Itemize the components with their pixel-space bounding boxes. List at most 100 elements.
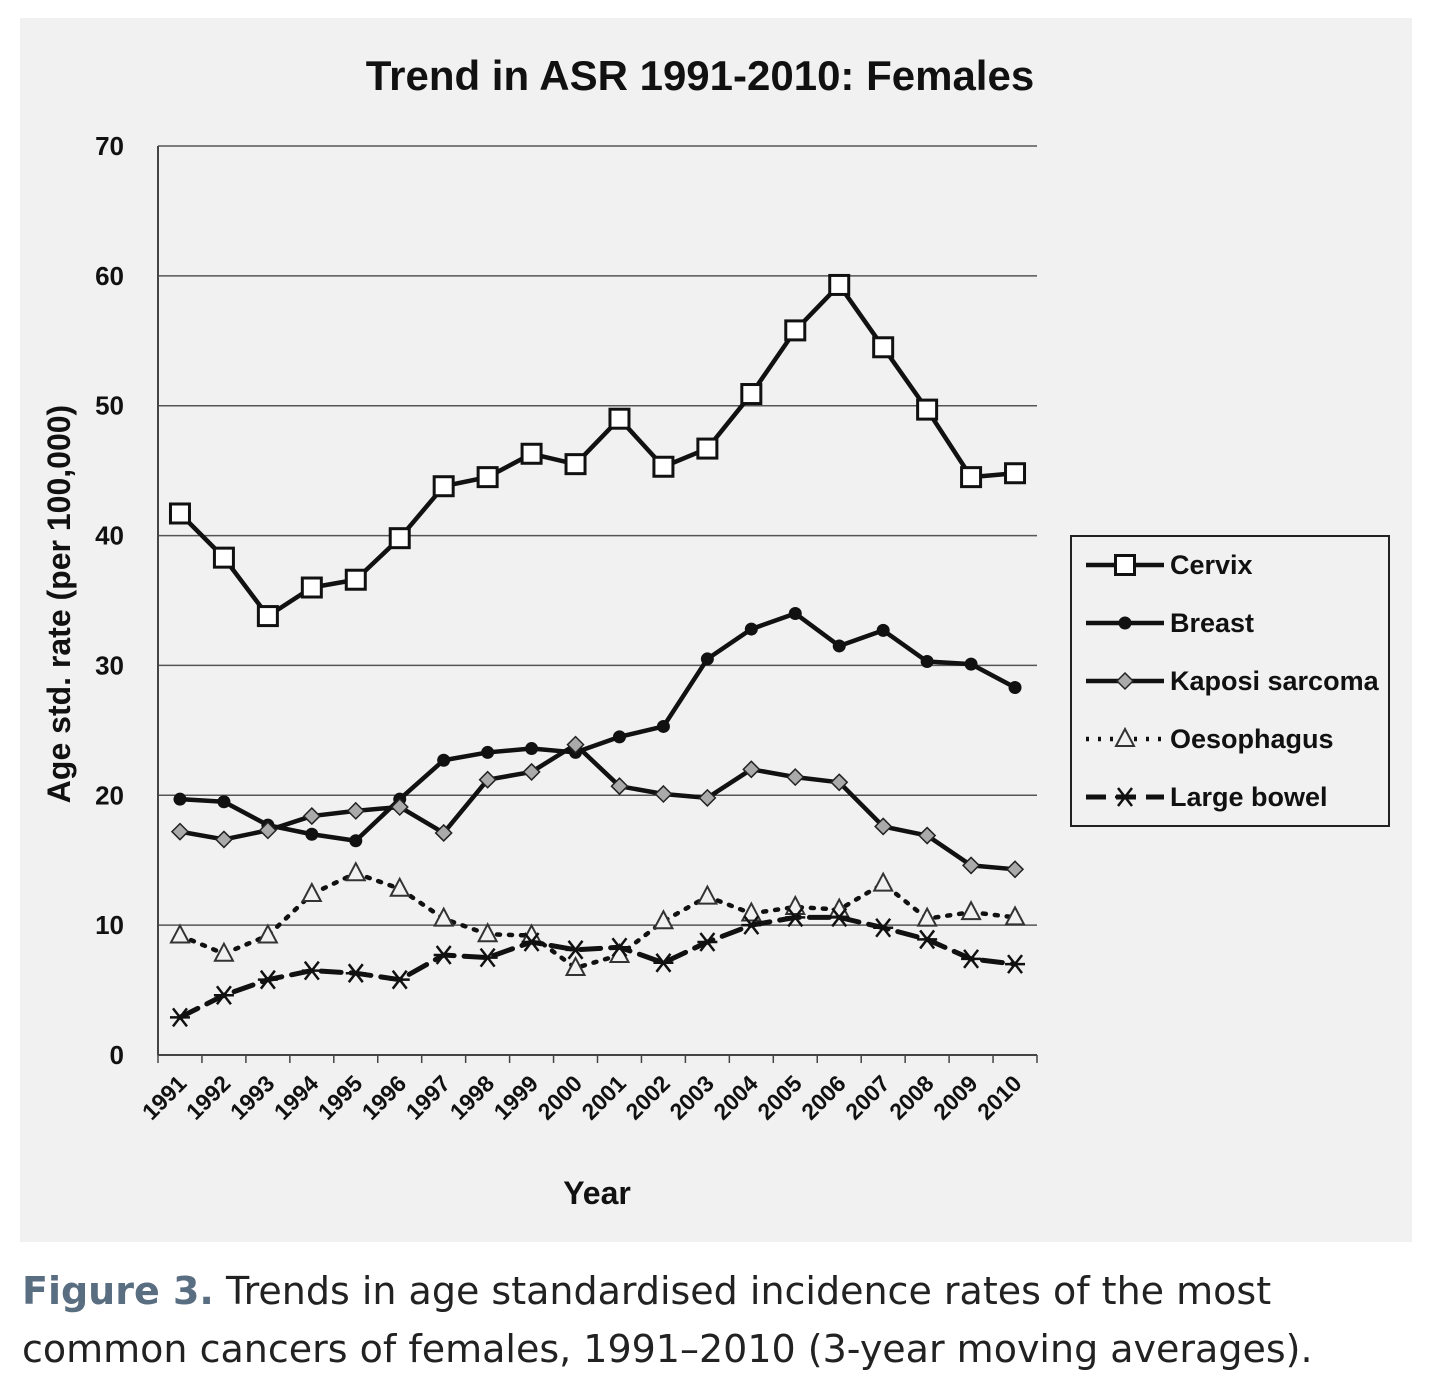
legend-label: Cervix — [1170, 550, 1253, 580]
data-point — [256, 605, 279, 628]
series-large-bowel — [169, 907, 1026, 1028]
data-point — [564, 453, 587, 476]
data-point — [302, 807, 321, 826]
data-point — [346, 801, 365, 820]
data-point — [566, 735, 585, 754]
x-tick-label: 1992 — [181, 1070, 236, 1125]
data-point — [520, 442, 543, 465]
x-tick-label: 2004 — [708, 1070, 763, 1125]
x-tick-label: 1998 — [445, 1070, 500, 1125]
data-point — [1004, 462, 1027, 485]
data-point — [742, 760, 761, 779]
data-point — [653, 953, 674, 973]
x-tick-label: 1993 — [225, 1070, 280, 1125]
data-point — [173, 792, 187, 806]
legend-label: Breast — [1170, 608, 1254, 638]
data-point — [784, 319, 807, 342]
data-point — [349, 834, 363, 848]
data-point — [433, 906, 455, 927]
y-tick-label: 50 — [95, 391, 124, 421]
data-point — [788, 606, 802, 620]
y-tick-label: 20 — [95, 780, 124, 810]
data-point — [741, 915, 762, 935]
data-point — [300, 576, 323, 599]
data-point — [565, 940, 586, 960]
data-point — [1005, 860, 1025, 879]
series-lines — [168, 273, 1027, 1028]
data-point — [213, 941, 235, 962]
data-point — [525, 742, 539, 756]
legend-item: Large bowel — [1086, 782, 1328, 812]
data-point — [1008, 681, 1022, 695]
x-tick-label: 2009 — [928, 1070, 983, 1125]
x-tick-label: 2002 — [620, 1070, 675, 1125]
data-point — [872, 336, 895, 359]
caption-text-1: Trends in age standardised incidence rat… — [213, 1269, 1272, 1313]
data-point — [654, 784, 673, 804]
y-tick-label: 60 — [95, 261, 124, 291]
data-point — [169, 923, 191, 944]
caption-line-1: Figure 3. Trends in age standardised inc… — [22, 1262, 1422, 1320]
series-line — [177, 742, 1018, 872]
data-point — [700, 652, 714, 666]
series-line — [177, 611, 1018, 843]
data-point — [832, 639, 846, 653]
data-point — [740, 901, 762, 922]
data-point — [696, 437, 719, 460]
data-point — [305, 827, 319, 841]
x-tick-label: 2007 — [840, 1070, 895, 1125]
data-point — [478, 770, 497, 789]
data-point — [433, 945, 454, 965]
data-point — [345, 963, 366, 983]
data-point — [785, 907, 806, 928]
legend-item: Kaposi sarcoma — [1086, 666, 1380, 696]
data-point — [344, 568, 367, 591]
y-tick-label: 70 — [95, 131, 124, 161]
x-tick-label: 2006 — [796, 1070, 851, 1125]
data-point — [476, 922, 499, 943]
series-line — [177, 914, 1018, 1020]
data-point — [389, 876, 411, 897]
data-point — [345, 861, 367, 882]
data-point — [609, 937, 630, 957]
series-kaposi-sarcoma — [170, 735, 1025, 879]
data-point — [432, 475, 455, 498]
line-chart: Trend in ASR 1991-2010: Females 0 10 20 30 4… — [41, 52, 1390, 1211]
data-point — [612, 730, 626, 744]
y-tick-label: 10 — [95, 910, 124, 940]
legend-item: Cervix — [1086, 550, 1253, 580]
data-point — [828, 273, 851, 296]
data-point — [873, 917, 894, 938]
series-line — [177, 282, 1018, 619]
data-point — [652, 455, 675, 478]
data-point — [170, 822, 190, 841]
x-tick-label: 2005 — [752, 1070, 807, 1125]
figure-label: Figure 3. — [22, 1269, 214, 1313]
series-breast — [173, 606, 1022, 848]
data-point — [696, 884, 719, 905]
data-point — [608, 407, 631, 430]
data-point — [1114, 554, 1136, 576]
y-tick-label: 0 — [110, 1040, 124, 1070]
data-point — [876, 623, 890, 637]
data-point — [168, 502, 191, 525]
data-point — [481, 745, 495, 759]
data-point — [213, 985, 234, 1006]
data-point — [437, 753, 451, 767]
data-point — [964, 657, 978, 671]
data-point — [214, 830, 233, 849]
series-oesophagus — [169, 861, 1026, 976]
data-point — [477, 947, 498, 968]
data-point — [830, 773, 849, 792]
x-tick-label: 1996 — [357, 1070, 412, 1125]
data-point — [258, 821, 277, 840]
x-tick-label: 2003 — [664, 1070, 719, 1125]
data-point — [257, 923, 279, 944]
data-point — [874, 817, 893, 836]
data-point — [652, 909, 675, 930]
x-tick-label: 1997 — [401, 1070, 456, 1125]
legend-label: Oesophagus — [1170, 724, 1334, 754]
data-point — [522, 762, 541, 781]
data-point — [917, 929, 938, 950]
data-point — [301, 881, 323, 902]
